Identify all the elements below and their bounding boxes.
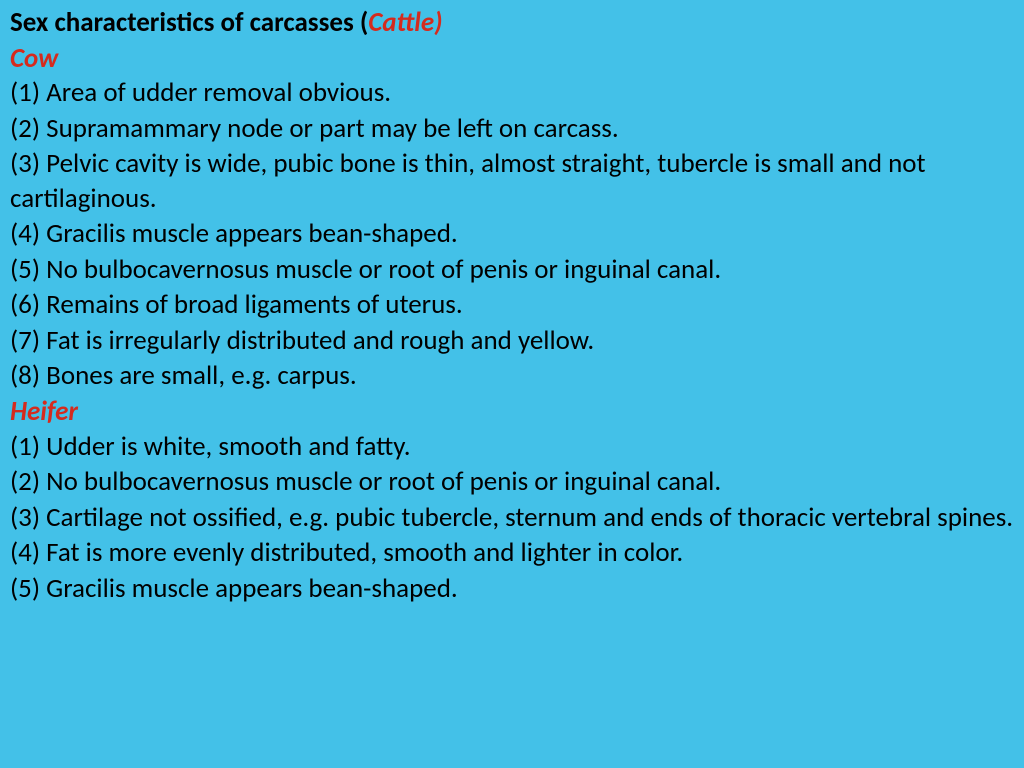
title-prefix: Sex characteristics of carcasses ( <box>10 6 368 39</box>
title-highlight: Cattle <box>368 6 434 39</box>
cow-item-1: (1) Area of udder removal obvious. <box>10 76 1014 111</box>
slide-title: Sex characteristics of carcasses (Cattle… <box>10 6 1014 41</box>
cow-item-6: (6) Remains of broad ligaments of uterus… <box>10 288 1014 323</box>
cow-item-2: (2) Supramammary node or part may be lef… <box>10 112 1014 147</box>
cow-item-3: (3) Pelvic cavity is wide, pubic bone is… <box>10 147 1014 216</box>
heifer-item-1: (1) Udder is white, smooth and fatty. <box>10 430 1014 465</box>
section-heading-cow: Cow <box>10 42 1014 77</box>
cow-item-5: (5) No bulbocavernosus muscle or root of… <box>10 253 1014 288</box>
section-heading-heifer: Heifer <box>10 395 1014 430</box>
title-suffix: ) <box>434 6 442 39</box>
heifer-item-3: (3) Cartilage not ossified, e.g. pubic t… <box>10 501 1014 536</box>
cow-item-8: (8) Bones are small, e.g. carpus. <box>10 359 1014 394</box>
heifer-item-5: (5) Gracilis muscle appears bean-shaped. <box>10 572 1014 607</box>
cow-item-4: (4) Gracilis muscle appears bean-shaped. <box>10 217 1014 252</box>
slide-content: Sex characteristics of carcasses (Cattle… <box>10 6 1014 606</box>
cow-item-7: (7) Fat is irregularly distributed and r… <box>10 324 1014 359</box>
heifer-item-4: (4) Fat is more evenly distributed, smoo… <box>10 536 1014 571</box>
heifer-item-2: (2) No bulbocavernosus muscle or root of… <box>10 465 1014 500</box>
